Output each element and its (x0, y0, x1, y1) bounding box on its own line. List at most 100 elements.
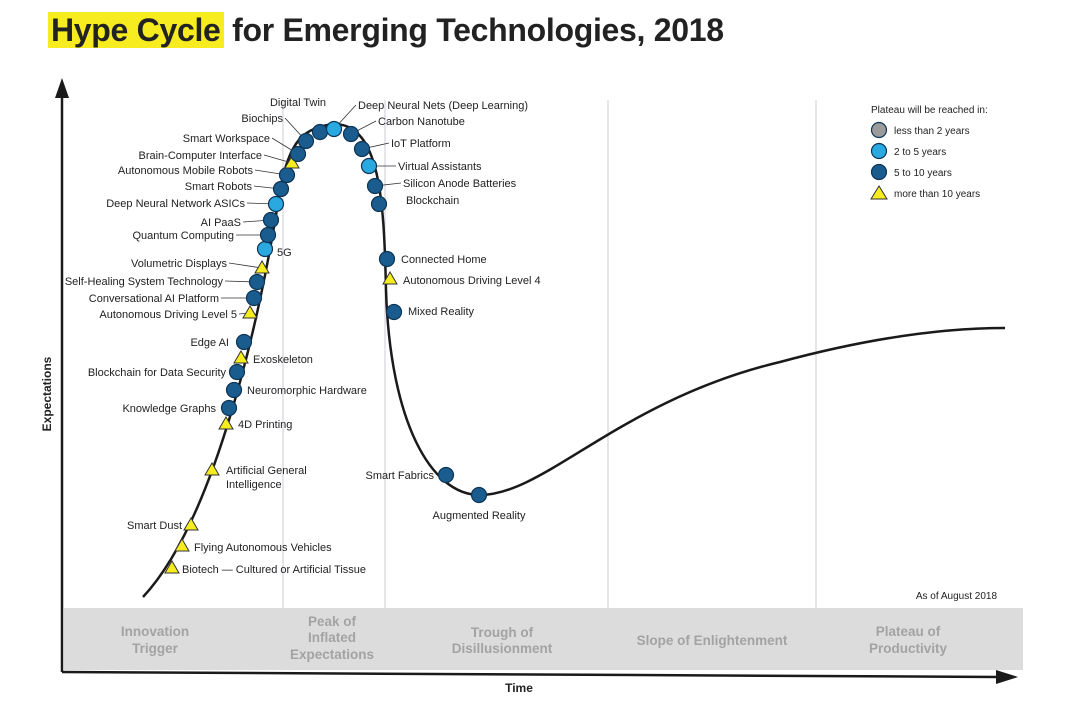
label-volumetric-displays: Volumetric Displays (131, 258, 227, 270)
tech-blockchain-for-data-security: Blockchain for Data Security (88, 363, 246, 381)
label-autonomous-mobile-robots: Autonomous Mobile Robots (118, 165, 254, 177)
marker-smart-dust (183, 517, 199, 531)
label-biochips: Biochips (241, 113, 283, 125)
phase-label-plateau-of-productivity: Productivity (869, 641, 948, 656)
legend-marker-lt2 (870, 121, 888, 139)
tech-autonomous-driving-level-5: Autonomous Driving Level 5 (99, 305, 258, 321)
label-blockchain: Blockchain (406, 195, 459, 207)
label-smart-dust: Smart Dust (127, 520, 182, 532)
tech-ai-paas: AI PaaS (201, 211, 280, 229)
marker-silicon-anode-batteries (366, 177, 384, 195)
label-autonomous-driving-level-5: Autonomous Driving Level 5 (99, 309, 237, 321)
tech-autonomous-driving-level-4: Autonomous Driving Level 4 (382, 271, 541, 287)
label-digital-twin: Digital Twin (270, 97, 326, 109)
hype-curve (142, 122, 1006, 598)
marker-edge-ai (235, 333, 253, 351)
label-ai-paas: AI PaaS (201, 217, 241, 229)
label-knowledge-graphs: Knowledge Graphs (122, 403, 216, 415)
label-smart-robots: Smart Robots (185, 181, 253, 193)
legend-label-lt2: less than 2 years (894, 126, 970, 137)
marker-blockchain (370, 195, 388, 213)
tech-deep-neural-nets-deep-learning: Deep Neural Nets (Deep Learning) (325, 100, 528, 138)
marker-virtual-assistants (360, 157, 378, 175)
tech-silicon-anode-batteries: Silicon Anode Batteries (366, 177, 517, 195)
x-axis-line (61, 670, 1001, 679)
label-deep-neural-nets-deep-learning: Deep Neural Nets (Deep Learning) (358, 100, 528, 112)
y-axis-label: Expectations (40, 356, 54, 431)
marker-neuromorphic-hardware (225, 381, 243, 399)
label-blockchain-for-data-security: Blockchain for Data Security (88, 367, 227, 379)
phase-label-peak-of-inflated-expectations: Expectations (290, 647, 374, 662)
tech-quantum-computing: Quantum Computing (133, 226, 277, 244)
marker-connected-home (378, 250, 396, 268)
label-exoskeleton: Exoskeleton (253, 354, 313, 366)
marker-carbon-nanotube (342, 125, 360, 143)
label-4d-printing: 4D Printing (238, 419, 292, 431)
marker-autonomous-driving-level-5 (242, 305, 258, 319)
phase-label-slope-of-enlightenment: Slope of Enlightenment (637, 633, 788, 648)
legend-marker-2to5 (870, 142, 888, 160)
label-carbon-nanotube: Carbon Nanotube (378, 116, 465, 128)
tech-5g: 5G (256, 240, 292, 259)
marker-self-healing-system-technology (248, 273, 266, 291)
tech-4d-printing: 4D Printing (218, 416, 292, 431)
tech-smart-robots: Smart Robots (185, 180, 290, 198)
tech-biotech-cultured-or-artificial-tissue: Biotech — Cultured or Artificial Tissue (164, 560, 366, 576)
x-axis-label: Time (505, 681, 533, 695)
tech-virtual-assistants: Virtual Assistants (360, 157, 482, 175)
label-flying-autonomous-vehicles: Flying Autonomous Vehicles (194, 542, 332, 554)
legend-label-5to10: 5 to 10 years (894, 168, 952, 179)
tech-edge-ai: Edge AI (190, 333, 253, 351)
marker-volumetric-displays (254, 260, 270, 274)
title-rest: for Emerging Technologies, 2018 (232, 12, 724, 48)
phase-label-plateau-of-productivity: Plateau of (876, 624, 941, 639)
tech-knowledge-graphs: Knowledge Graphs (122, 399, 238, 417)
label-virtual-assistants: Virtual Assistants (398, 161, 482, 173)
marker-deep-neural-network-asics (267, 195, 285, 213)
technology-points: Biotech — Cultured or Artificial Tissue F… (65, 97, 541, 576)
tech-exoskeleton: Exoskeleton (233, 350, 313, 366)
tech-deep-neural-network-asics: Deep Neural Network ASICs (106, 195, 285, 213)
phase-label-innovation-trigger: Trigger (132, 641, 179, 656)
label-mixed-reality: Mixed Reality (408, 306, 475, 318)
x-axis-arrow (996, 670, 1018, 684)
legend-marker-5to10 (870, 163, 888, 181)
chart-title: Hype Cycle for Emerging Technologies, 20… (48, 12, 724, 49)
marker-smart-robots (272, 180, 290, 198)
label-neuromorphic-hardware: Neuromorphic Hardware (247, 385, 367, 397)
marker-4d-printing (218, 416, 234, 430)
leader-line (228, 262, 263, 269)
marker-exoskeleton (233, 350, 249, 364)
label-artificial-general-intelligence: Artificial General (226, 465, 307, 477)
marker-iot-platform (353, 140, 371, 158)
marker-artificial-general-intelligence (204, 462, 220, 476)
marker-ai-paas (262, 211, 280, 229)
title-highlight: Hype Cycle (48, 12, 224, 48)
marker-knowledge-graphs (220, 399, 238, 417)
tech-mixed-reality: Mixed Reality (385, 303, 475, 321)
tech-digital-twin: Digital Twin (270, 97, 329, 141)
marker-conversational-ai-platform (245, 289, 263, 307)
tech-self-healing-system-technology: Self-Healing System Technology (65, 273, 266, 291)
marker-flying-autonomous-vehicles (174, 538, 190, 552)
label-artificial-general-intelligence: Intelligence (226, 479, 282, 491)
label-deep-neural-network-asics: Deep Neural Network ASICs (106, 198, 245, 210)
tech-artificial-general-intelligence: Artificial General Intelligence (204, 462, 307, 491)
tech-flying-autonomous-vehicles: Flying Autonomous Vehicles (174, 538, 332, 554)
tech-augmented-reality: Augmented Reality (433, 486, 526, 522)
tech-smart-fabrics: Smart Fabrics (366, 466, 455, 484)
marker-autonomous-mobile-robots (278, 166, 296, 184)
label-silicon-anode-batteries: Silicon Anode Batteries (403, 178, 517, 190)
tech-conversational-ai-platform: Conversational AI Platform (89, 289, 263, 307)
legend: Plateau will be reached in: less than 2 y… (870, 105, 988, 200)
marker-smart-workspace (289, 145, 307, 163)
marker-autonomous-driving-level-4 (382, 271, 398, 285)
label-edge-ai: Edge AI (190, 337, 229, 349)
phase-band (64, 608, 1023, 670)
tech-brain-computer-interface: Brain-Computer Interface (139, 150, 300, 169)
tech-biochips: Biochips (241, 113, 315, 150)
phase-label-innovation-trigger: Innovation (121, 624, 189, 639)
marker-biochips (297, 132, 315, 150)
label-smart-fabrics: Smart Fabrics (366, 470, 435, 482)
